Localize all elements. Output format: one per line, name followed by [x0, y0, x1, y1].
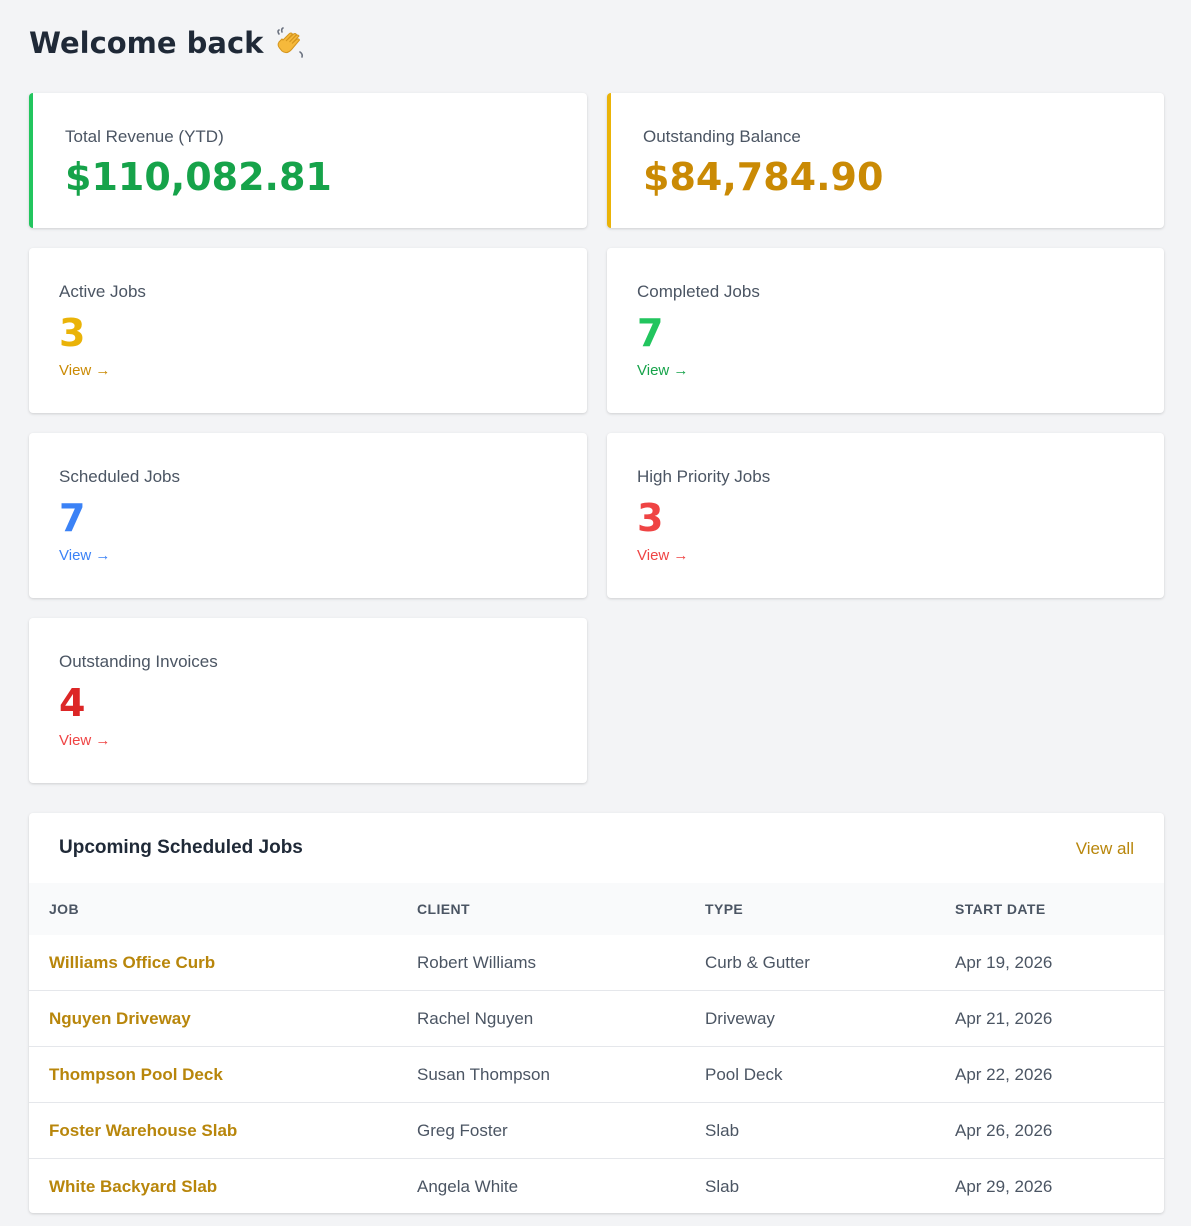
revenue-label: Total Revenue (YTD): [65, 127, 224, 146]
view-all-link[interactable]: View all: [1075, 839, 1134, 858]
high-priority-jobs-card: High Priority Jobs 3 View →: [607, 433, 1164, 598]
job-link[interactable]: Williams Office Curb: [49, 953, 216, 972]
table-row: Foster Warehouse Slab Greg Foster Slab A…: [29, 1103, 1164, 1159]
client-cell: Angela White: [417, 1177, 519, 1196]
outstanding-invoices-card: Outstanding Invoices 4 View →: [29, 618, 587, 783]
completed-jobs-count: 7: [637, 311, 664, 355]
client-cell: Susan Thompson: [417, 1065, 550, 1084]
active-jobs-count: 3: [59, 311, 86, 355]
column-header-job: JOB: [49, 901, 79, 917]
active-jobs-card: Active Jobs 3 View →: [29, 248, 587, 413]
scheduled-jobs-count: 7: [59, 496, 86, 540]
completed-jobs-view-link[interactable]: View →: [637, 362, 689, 379]
table-header: JOB CLIENT TYPE START DATE: [29, 883, 1164, 935]
page-title: Welcome back: [29, 26, 307, 60]
scheduled-jobs-card: Scheduled Jobs 7 View →: [29, 433, 587, 598]
outstanding-invoices-view-link[interactable]: View →: [59, 732, 111, 749]
start-date-cell: Apr 29, 2026: [955, 1177, 1053, 1196]
balance-card: Outstanding Balance $84,784.90: [607, 93, 1164, 228]
table-row: White Backyard Slab Angela White Slab Ap…: [29, 1159, 1164, 1213]
column-header-client: CLIENT: [417, 901, 470, 917]
active-jobs-view-link[interactable]: View →: [59, 362, 111, 379]
job-link[interactable]: Thompson Pool Deck: [49, 1065, 223, 1084]
waving-hand-icon: [277, 27, 304, 58]
table-row: Williams Office Curb Robert Williams Cur…: [29, 935, 1164, 991]
client-cell: Greg Foster: [417, 1121, 508, 1140]
start-date-cell: Apr 26, 2026: [955, 1121, 1053, 1140]
balance-label: Outstanding Balance: [643, 127, 801, 146]
high-priority-jobs-label: High Priority Jobs: [637, 467, 771, 486]
completed-jobs-card: Completed Jobs 7 View →: [607, 248, 1164, 413]
scheduled-jobs-view-link[interactable]: View →: [59, 547, 111, 564]
type-cell: Slab: [705, 1177, 740, 1196]
start-date-cell: Apr 22, 2026: [955, 1065, 1053, 1084]
revenue-card: Total Revenue (YTD) $110,082.81: [29, 93, 587, 228]
welcome-text: Welcome back: [29, 26, 264, 60]
job-link[interactable]: White Backyard Slab: [49, 1177, 218, 1196]
job-link[interactable]: Nguyen Driveway: [49, 1009, 191, 1028]
type-cell: Slab: [705, 1121, 740, 1140]
upcoming-jobs-title: Upcoming Scheduled Jobs: [59, 837, 303, 858]
type-cell: Curb & Gutter: [705, 953, 810, 972]
outstanding-invoices-label: Outstanding Invoices: [59, 652, 218, 671]
table-row: Nguyen Driveway Rachel Nguyen Driveway A…: [29, 991, 1164, 1047]
start-date-cell: Apr 21, 2026: [955, 1009, 1053, 1028]
type-cell: Pool Deck: [705, 1065, 783, 1084]
start-date-cell: Apr 19, 2026: [955, 953, 1053, 972]
active-jobs-label: Active Jobs: [59, 282, 146, 301]
table-row: Thompson Pool Deck Susan Thompson Pool D…: [29, 1047, 1164, 1103]
balance-value: $84,784.90: [643, 155, 884, 199]
type-cell: Driveway: [705, 1009, 775, 1028]
client-cell: Rachel Nguyen: [417, 1009, 534, 1028]
high-priority-jobs-view-link[interactable]: View →: [637, 547, 689, 564]
client-cell: Robert Williams: [417, 953, 537, 972]
outstanding-invoices-count: 4: [59, 681, 86, 725]
high-priority-jobs-count: 3: [637, 496, 664, 540]
column-header-start-date: START DATE: [955, 901, 1046, 917]
upcoming-jobs-panel: Upcoming Scheduled Jobs View all JOB CLI…: [29, 813, 1164, 1213]
column-header-type: TYPE: [705, 901, 744, 917]
table-body: Williams Office Curb Robert Williams Cur…: [29, 935, 1164, 1213]
revenue-value: $110,082.81: [65, 155, 332, 199]
scheduled-jobs-label: Scheduled Jobs: [59, 467, 180, 486]
completed-jobs-label: Completed Jobs: [637, 282, 760, 301]
job-link[interactable]: Foster Warehouse Slab: [49, 1121, 238, 1140]
